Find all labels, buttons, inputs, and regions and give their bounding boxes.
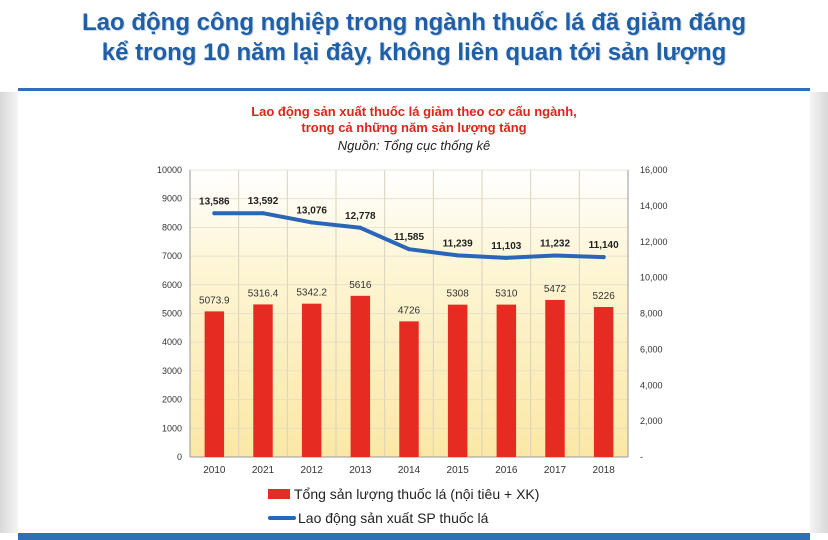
y-right-tick-label: 12,000 bbox=[640, 237, 668, 247]
line-data-label: 12,778 bbox=[345, 211, 376, 222]
bar bbox=[350, 295, 371, 457]
x-tick-label: 2016 bbox=[495, 465, 518, 476]
y-left-tick-label: 8000 bbox=[162, 222, 182, 232]
bar-data-label: 5342.2 bbox=[296, 288, 327, 299]
y-right-tick-label: 10,000 bbox=[640, 273, 668, 283]
y-right-tick-label: 8,000 bbox=[640, 309, 663, 319]
bar bbox=[204, 311, 225, 457]
chart-title: Lao động sản xuất thuốc lá giảm theo cơ … bbox=[0, 104, 828, 136]
y-left-tick-label: 2000 bbox=[162, 395, 182, 405]
page-title-line1: Lao động công nghiệp trong ngành thuốc l… bbox=[82, 9, 746, 36]
line-point bbox=[261, 211, 265, 216]
line-point bbox=[407, 247, 411, 252]
legend-line-swatch bbox=[268, 516, 296, 520]
page-title: Lao động công nghiệp trong ngành thuốc l… bbox=[0, 8, 828, 68]
x-tick-label: 2017 bbox=[544, 465, 567, 476]
line-point bbox=[455, 253, 460, 258]
line-data-label: 11,239 bbox=[443, 238, 473, 249]
bar-data-label: 4726 bbox=[398, 305, 421, 316]
y-left-tick-label: 6000 bbox=[162, 280, 182, 290]
legend-bar-swatch bbox=[268, 489, 290, 499]
line-data-label: 11,140 bbox=[589, 240, 619, 251]
bar bbox=[301, 303, 322, 457]
bar bbox=[496, 304, 517, 457]
chart-title-line2: trong cả những năm sản lượng tăng bbox=[301, 120, 527, 135]
x-tick-label: 2013 bbox=[349, 465, 372, 476]
bar-data-label: 5310 bbox=[495, 289, 518, 300]
y-left-tick-label: 5000 bbox=[162, 309, 182, 319]
x-tick-label: 2015 bbox=[447, 465, 470, 476]
line-data-label: 13,586 bbox=[199, 196, 230, 207]
right-edge-shade bbox=[810, 92, 828, 533]
left-edge-shade bbox=[0, 92, 18, 533]
x-tick-label: 2021 bbox=[252, 465, 275, 476]
bar-data-label: 5226 bbox=[593, 291, 616, 302]
bar-data-label: 5616 bbox=[349, 280, 372, 291]
y-right-tick-label: - bbox=[640, 452, 643, 462]
bar bbox=[593, 307, 614, 457]
bar bbox=[253, 304, 273, 457]
x-tick-label: 2012 bbox=[301, 465, 324, 476]
legend-item-production: Tổng sản lượng thuốc lá (nội tiêu + XK) bbox=[268, 484, 539, 504]
line-point bbox=[601, 255, 606, 260]
y-right-tick-label: 2,000 bbox=[640, 416, 663, 426]
y-left-tick-label: 0 bbox=[177, 452, 182, 462]
line-data-label: 11,232 bbox=[540, 239, 570, 250]
bar bbox=[545, 299, 565, 457]
title-divider bbox=[18, 88, 810, 91]
y-left-tick-label: 1000 bbox=[162, 423, 182, 433]
line-point bbox=[309, 220, 314, 225]
bar bbox=[399, 321, 419, 457]
bar-data-label: 5472 bbox=[544, 284, 567, 295]
bar-data-label: 5073.9 bbox=[199, 295, 230, 306]
line-point bbox=[212, 211, 217, 216]
line-point bbox=[358, 225, 363, 230]
x-tick-label: 2018 bbox=[593, 465, 616, 476]
x-tick-label: 2010 bbox=[203, 465, 226, 476]
line-data-label: 13,076 bbox=[296, 205, 327, 216]
y-right-tick-label: 14,000 bbox=[640, 201, 668, 211]
y-right-tick-label: 16,000 bbox=[640, 165, 668, 175]
legend-label-production: Tổng sản lượng thuốc lá (nội tiêu + XK) bbox=[294, 486, 540, 502]
y-left-tick-label: 4000 bbox=[162, 337, 182, 347]
line-data-label: 11,585 bbox=[394, 232, 424, 243]
bottom-divider bbox=[18, 533, 810, 540]
x-tick-label: 2014 bbox=[398, 465, 421, 476]
page-title-line2: kể trong 10 năm lại đây, không liên quan… bbox=[101, 39, 727, 66]
y-left-tick-label: 7000 bbox=[162, 251, 182, 261]
y-right-tick-label: 4,000 bbox=[640, 380, 663, 390]
line-point bbox=[553, 253, 557, 258]
y-left-tick-label: 10000 bbox=[157, 165, 182, 175]
bar-data-label: 5316.4 bbox=[248, 288, 279, 299]
line-point bbox=[504, 255, 509, 260]
legend-label-labor: Lao động sản xuất SP thuốc lá bbox=[298, 510, 489, 526]
chart-title-line1: Lao động sản xuất thuốc lá giảm theo cơ … bbox=[251, 104, 577, 119]
y-right-tick-label: 6,000 bbox=[640, 344, 663, 354]
y-left-tick-label: 9000 bbox=[162, 194, 182, 204]
y-left-tick-label: 3000 bbox=[162, 366, 182, 376]
bar-data-label: 5308 bbox=[447, 289, 470, 300]
line-data-label: 13,592 bbox=[248, 196, 279, 207]
line-data-label: 11,103 bbox=[491, 241, 521, 252]
chart-source: Nguồn: Tổng cục thống kê bbox=[337, 138, 491, 153]
bar bbox=[447, 304, 468, 457]
legend-item-labor: Lao động sản xuất SP thuốc lá bbox=[268, 508, 488, 528]
